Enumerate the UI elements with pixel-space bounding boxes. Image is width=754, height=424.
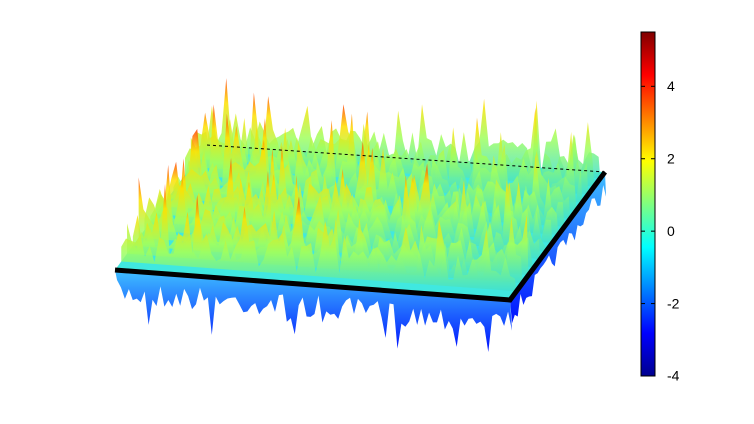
colorbar (640, 31, 656, 377)
surface-peaks (156, 163, 553, 243)
colorbar-tick-label: 0 (667, 223, 675, 239)
colorbar-tick-label: -4 (667, 368, 680, 384)
surface-underside (115, 270, 512, 352)
surface-peaks (121, 195, 517, 292)
colorbar-tick-label: -2 (667, 295, 680, 311)
surface-peaks (161, 161, 559, 235)
surface-edge (206, 144, 606, 173)
colorbar-tick-label: 2 (667, 150, 675, 166)
surface-edge (114, 170, 608, 303)
colorbar-tick-label: 4 (667, 78, 675, 94)
surface (114, 78, 608, 352)
surface-underside (510, 172, 607, 324)
